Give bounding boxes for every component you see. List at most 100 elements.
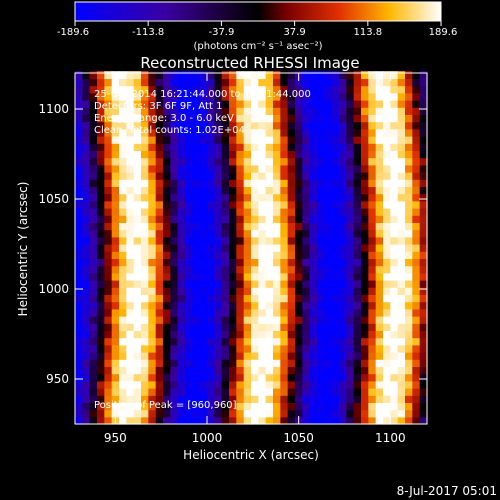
heatmap-cell [287,208,296,216]
heatmap-cell [111,316,120,324]
heatmap-cell [111,121,120,130]
heatmap-cell [405,388,413,396]
annotations: 25-Oct-2014 16:21:44.000 to 16:31:44.000… [94,89,311,411]
heatmap-cell [383,308,391,317]
heatmap-cell [199,366,208,375]
heatmap-cell [280,128,289,137]
heatmap-cell [214,330,223,339]
heatmap-cell [251,388,259,396]
heatmap-cell [199,308,208,317]
heatmap-cell [185,316,193,324]
heatmap-cell [375,316,384,324]
heatmap-cell [331,402,340,411]
heatmap-cell [258,265,267,274]
heatmap-cell [397,143,406,151]
heatmap-cell [75,215,83,223]
heatmap-cell [324,107,333,115]
heatmap-cell [419,100,428,108]
heatmap-cell [295,287,303,295]
heatmap-cell [177,251,186,259]
heatmap-cell [361,157,369,166]
heatmap-cell [339,395,347,403]
heatmap-cell [361,337,369,346]
heatmap-cell [97,352,105,360]
heatmap-cell [236,308,245,317]
heatmap-cell [287,71,296,79]
heatmap-cell [111,258,120,267]
heatmap-cell [192,402,201,411]
heatmap-cell [177,85,186,94]
heatmap-cell [265,330,274,339]
heatmap-cell [221,172,230,180]
heatmap-cell [390,136,399,144]
heatmap-cell [390,272,399,281]
heatmap-cell [192,330,201,339]
heatmap-cell [375,179,384,187]
heatmap-cell [133,265,142,274]
heatmap-cell [141,128,149,137]
heatmap-cell [104,107,113,115]
heatmap-cell [207,85,215,94]
heatmap-cell [133,330,142,339]
heatmap-cell [317,100,325,108]
heatmap-cell [368,308,377,317]
heatmap-cell [148,323,157,331]
heatmap-cell [214,308,223,317]
heatmap-cell [368,92,377,101]
heatmap-cell [111,193,120,202]
heatmap-cell [170,179,179,187]
heatmap-cell [258,172,267,180]
heatmap-cell [163,128,171,137]
heatmap-cell [177,337,186,346]
heatmap-cell [368,150,377,159]
heatmap-cell [155,78,164,87]
heatmap-cell [383,172,391,180]
heatmap-cell [75,157,83,166]
heatmap-cell [199,416,208,425]
heatmap-cell [126,143,135,151]
heatmap-cell [273,416,281,425]
heatmap-cell [375,244,384,252]
heatmap-cell [390,143,399,151]
heatmap-cell [251,366,259,375]
heatmap-cell [192,258,201,267]
heatmap-cell [317,395,325,403]
heatmap-cell [126,308,135,317]
heatmap-cell [185,215,193,223]
heatmap-cell [236,78,245,87]
heatmap-cell [287,222,296,231]
heatmap-cell [236,337,245,346]
heatmap-cell [368,208,377,216]
heatmap-cell [405,337,413,346]
heatmap-cell [89,352,98,360]
heatmap-cell [126,71,135,79]
heatmap-cell [390,265,399,274]
heatmap-cell [236,128,245,137]
heatmap-cell [214,373,223,382]
heatmap-cell [309,316,318,324]
heatmap-cell [302,114,311,123]
heatmap-cell [375,208,384,216]
heatmap-cell [353,114,362,123]
heatmap-cell [353,200,362,209]
heatmap-cell [126,366,135,375]
heatmap-cell [405,222,413,231]
heatmap-cell [346,193,355,202]
heatmap-cell [397,294,406,303]
heatmap-cell [397,409,406,418]
heatmap-cell [309,150,318,159]
heatmap-cell [177,373,186,382]
heatmap-cell [207,272,215,281]
heatmap-cell [177,301,186,310]
heatmap-cell [383,244,391,252]
heatmap-cell [317,402,325,411]
heatmap-cell [287,373,296,382]
heatmap-cell [111,92,120,101]
heatmap-cell [155,316,164,324]
heatmap-cell [375,258,384,267]
heatmap-cell [295,107,303,115]
heatmap-cell [295,388,303,396]
heatmap-cell [111,244,120,252]
heatmap-cell [375,128,384,137]
heatmap-cell [133,85,142,94]
